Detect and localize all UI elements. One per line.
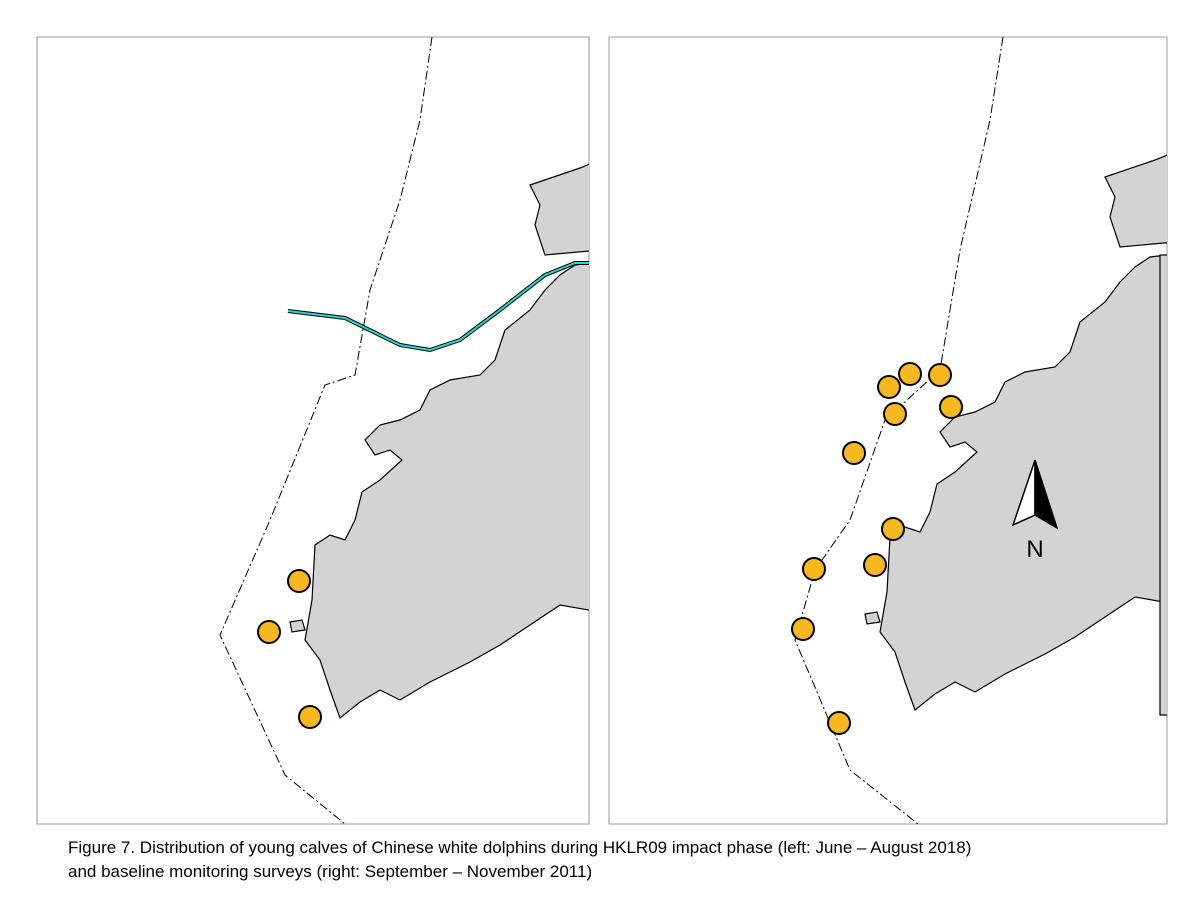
sighting <box>863 553 887 577</box>
sighting <box>898 362 922 386</box>
sighting <box>881 517 905 541</box>
sighting <box>928 363 952 387</box>
sighting <box>877 375 901 399</box>
sighting <box>939 395 963 419</box>
caption-line: and baseline monitoring surveys (right: … <box>68 862 592 881</box>
sighting <box>791 617 815 641</box>
survey-boundary <box>794 36 1004 825</box>
land <box>289 159 589 719</box>
land <box>864 151 1167 716</box>
north-label: N <box>1026 536 1043 563</box>
north-arrow: N <box>1011 459 1059 563</box>
sighting <box>802 557 826 581</box>
right-map: N <box>608 36 1168 825</box>
sighting <box>842 441 866 465</box>
sighting <box>257 620 281 644</box>
sighting <box>287 569 311 593</box>
sighting <box>883 402 907 426</box>
survey-boundary <box>219 36 433 825</box>
map-frame <box>36 36 590 825</box>
sighting <box>827 711 851 735</box>
sighting <box>298 705 322 729</box>
left-map <box>36 36 590 825</box>
caption-line: Figure 7. Distribution of young calves o… <box>68 838 971 857</box>
bridge-alignment-fill <box>287 262 589 352</box>
